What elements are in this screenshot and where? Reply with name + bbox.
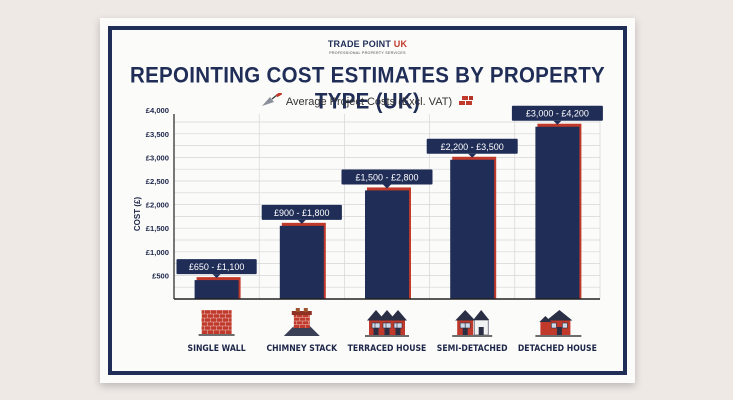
y-tick-label: £500 — [152, 271, 169, 280]
data-label: £900 - £1,800 — [274, 208, 330, 218]
bar — [535, 126, 580, 299]
brand-tagline: PROFESSIONAL PROPERTY SERVICES — [329, 51, 406, 55]
data-label-box — [341, 169, 433, 185]
data-label-box — [426, 138, 518, 154]
chart-axes — [173, 114, 600, 300]
detached-house-icon — [535, 310, 582, 337]
y-tick-label: £3,000 — [146, 153, 169, 162]
data-label: £650 - £1,100 — [189, 262, 245, 272]
y-tick-label: £1,500 — [146, 224, 169, 233]
category-label: SINGLE WALL — [188, 344, 246, 354]
category-icons — [198, 308, 582, 337]
category-label: DETACHED HOUSE — [518, 344, 597, 354]
data-label-box — [261, 204, 342, 220]
brick-wall-icon — [198, 309, 235, 336]
trowel-icon — [261, 92, 282, 106]
y-tick-label: £3,500 — [146, 130, 169, 139]
data-label-pointer — [212, 274, 221, 279]
data-label-pointer — [553, 120, 562, 125]
terraced-house-icon — [365, 310, 409, 337]
data-label: £2,200 - £3,500 — [441, 142, 504, 152]
category-label: TERRACED HOUSE — [348, 344, 427, 354]
y-axis-ticks: £500 £1,000 £1,500 £2,000 £2,500 £3,000 £3,500… — [146, 106, 169, 280]
category-label: CHIMNEY STACK — [267, 344, 339, 354]
bar — [450, 159, 495, 299]
data-label-pointer — [383, 184, 391, 189]
data-label-pointer — [468, 153, 477, 158]
bar — [365, 190, 409, 299]
poster-frame — [108, 26, 627, 375]
data-label: £1,500 - £2,800 — [355, 172, 418, 182]
y-tick-label: £4,000 — [146, 106, 169, 115]
category-labels: SINGLE WALL CHIMNEY STACK TERRACED HOUSE SE… — [188, 344, 597, 354]
data-label-box — [176, 259, 257, 275]
data-labels: £650 - £1,100 £900 - £1,800 £1,500 - £2,80… — [176, 105, 603, 279]
data-label-box — [511, 105, 603, 121]
y-tick-label: £2,500 — [146, 177, 169, 186]
data-label-pointer — [297, 219, 306, 224]
y-tick-label: £1,000 — [146, 248, 169, 257]
category-label: SEMI-DETACHED — [437, 344, 508, 354]
brick-stack-icon — [459, 96, 474, 105]
data-label: £3,000 - £4,200 — [526, 109, 589, 119]
chart-bars — [194, 123, 582, 299]
brand-logo: TRADE POINT UK — [327, 39, 408, 49]
bar-chart: £500 £1,000 £1,500 £2,000 £2,500 £3,000 £3,500… — [133, 105, 603, 354]
bar — [279, 225, 324, 299]
chimney-icon — [283, 308, 320, 336]
bar — [194, 280, 239, 299]
chart-subtitle: Average Project Costs (Excl. VAT) — [100, 92, 635, 108]
semi-detached-house-icon — [452, 310, 493, 337]
chart-title: REPOINTING COST ESTIMATES BY PROPERTY TY… — [129, 63, 606, 114]
y-tick-label: £2,000 — [146, 201, 169, 210]
y-axis-label: COST (£) — [133, 197, 142, 232]
poster: TRADE POINT UK PROFESSIONAL PROPERTY SER… — [100, 18, 635, 383]
